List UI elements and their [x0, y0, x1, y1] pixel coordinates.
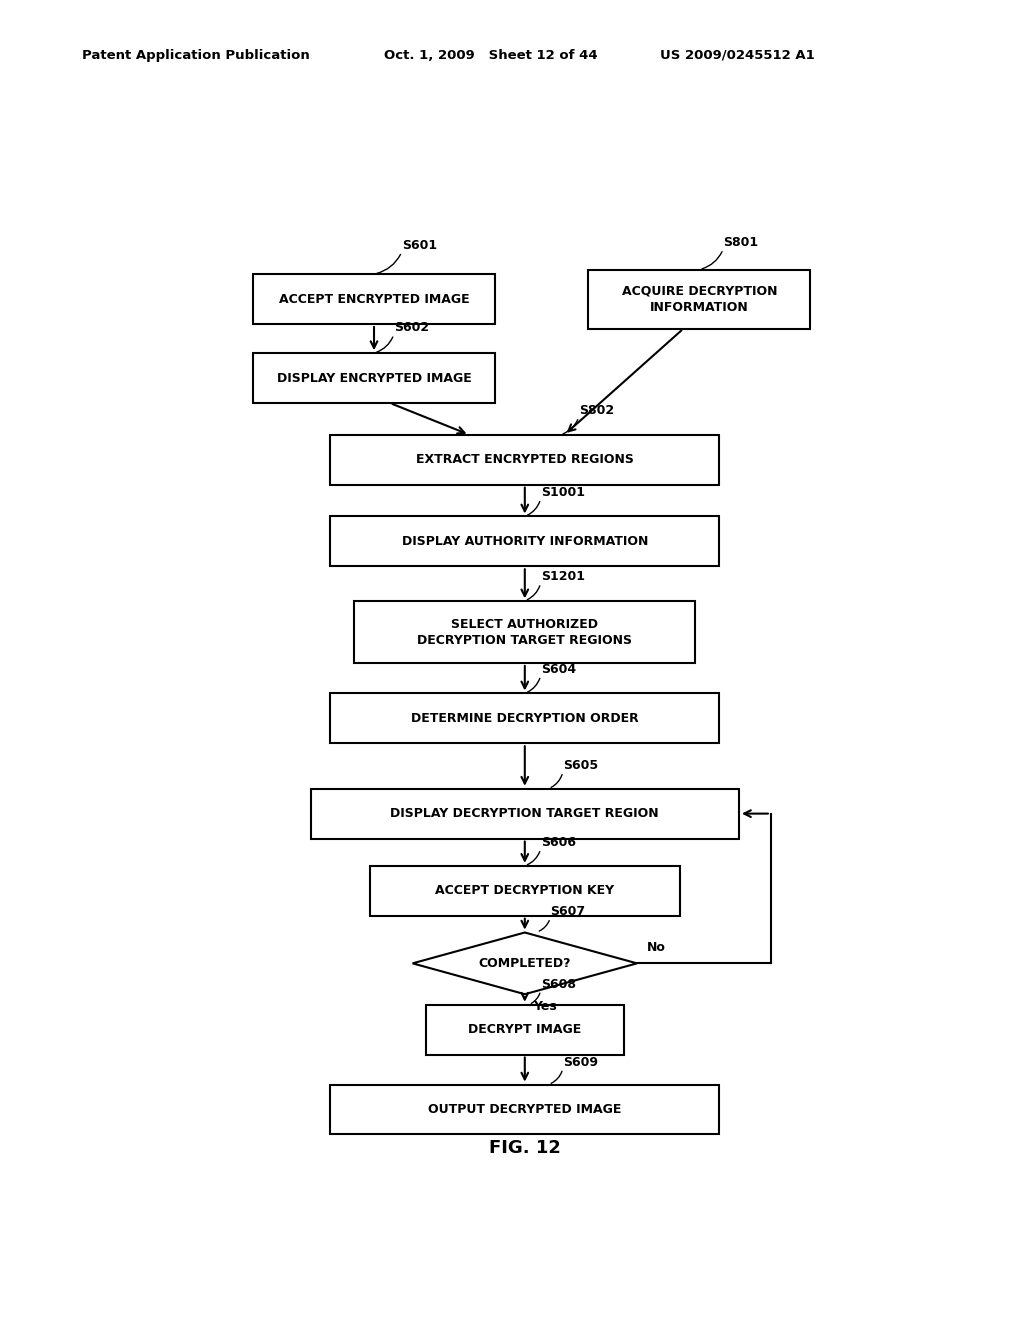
Text: COMPLETED?: COMPLETED? — [478, 957, 571, 970]
FancyBboxPatch shape — [253, 275, 495, 323]
FancyBboxPatch shape — [354, 602, 695, 663]
FancyBboxPatch shape — [331, 693, 719, 743]
Text: DECRYPT IMAGE: DECRYPT IMAGE — [468, 1023, 582, 1036]
Text: US 2009/0245512 A1: US 2009/0245512 A1 — [660, 49, 815, 62]
Text: DETERMINE DECRYPTION ORDER: DETERMINE DECRYPTION ORDER — [411, 711, 639, 725]
Text: S609: S609 — [563, 1056, 598, 1069]
Text: S602: S602 — [394, 322, 429, 334]
Text: S606: S606 — [541, 836, 575, 849]
FancyBboxPatch shape — [588, 269, 811, 329]
FancyBboxPatch shape — [253, 352, 495, 403]
FancyBboxPatch shape — [331, 1085, 719, 1134]
Text: S1201: S1201 — [541, 570, 585, 583]
Text: S605: S605 — [563, 759, 598, 772]
Text: Yes: Yes — [532, 999, 556, 1012]
Text: DISPLAY AUTHORITY INFORMATION: DISPLAY AUTHORITY INFORMATION — [401, 535, 648, 548]
FancyBboxPatch shape — [331, 434, 719, 484]
Text: ACCEPT DECRYPTION KEY: ACCEPT DECRYPTION KEY — [435, 884, 614, 898]
Text: ACCEPT ENCRYPTED IMAGE: ACCEPT ENCRYPTED IMAGE — [279, 293, 469, 305]
Text: No: No — [646, 941, 666, 954]
Text: S607: S607 — [550, 906, 586, 917]
Text: Patent Application Publication: Patent Application Publication — [82, 49, 309, 62]
Text: FIG. 12: FIG. 12 — [488, 1139, 561, 1156]
Text: EXTRACT ENCRYPTED REGIONS: EXTRACT ENCRYPTED REGIONS — [416, 453, 634, 466]
FancyBboxPatch shape — [310, 788, 739, 838]
Text: DISPLAY ENCRYPTED IMAGE: DISPLAY ENCRYPTED IMAGE — [276, 371, 471, 384]
Text: OUTPUT DECRYPTED IMAGE: OUTPUT DECRYPTED IMAGE — [428, 1104, 622, 1115]
Text: S608: S608 — [541, 978, 575, 990]
FancyBboxPatch shape — [370, 866, 680, 916]
Text: S801: S801 — [723, 236, 759, 249]
Text: SELECT AUTHORIZED
DECRYPTION TARGET REGIONS: SELECT AUTHORIZED DECRYPTION TARGET REGI… — [418, 618, 632, 647]
Text: DISPLAY DECRYPTION TARGET REGION: DISPLAY DECRYPTION TARGET REGION — [390, 807, 659, 820]
Text: S601: S601 — [401, 239, 437, 252]
FancyBboxPatch shape — [426, 1005, 624, 1055]
Text: S604: S604 — [541, 663, 575, 676]
Text: S802: S802 — [579, 404, 614, 417]
Text: ACQUIRE DECRYPTION
INFORMATION: ACQUIRE DECRYPTION INFORMATION — [622, 285, 777, 314]
FancyBboxPatch shape — [331, 516, 719, 566]
Text: Oct. 1, 2009   Sheet 12 of 44: Oct. 1, 2009 Sheet 12 of 44 — [384, 49, 598, 62]
Polygon shape — [413, 932, 637, 994]
Text: S1001: S1001 — [541, 486, 585, 499]
